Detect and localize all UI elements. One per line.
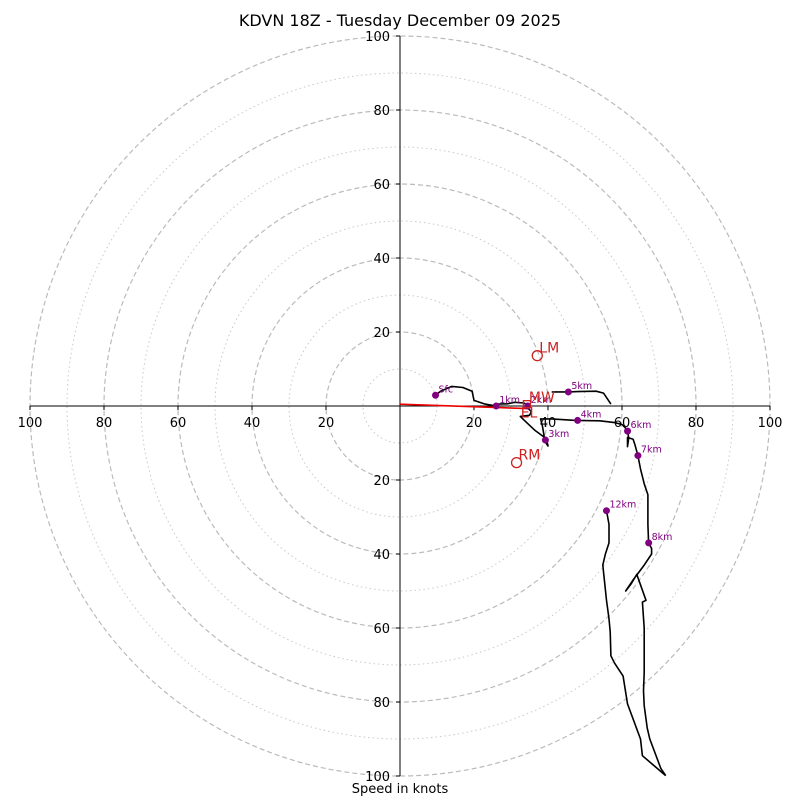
hodograph-trace-top [551,390,612,405]
height-label-3km: 3km [548,429,569,440]
storm-motion-vector [399,403,527,410]
y-tick-label: 40 [373,548,390,563]
height-label-4km: 4km [581,409,602,420]
y-tick-label: 100 [365,30,390,45]
storm-motion-rm-marker [510,456,523,469]
height-marker-4km [574,416,582,424]
x-tick-label: 60 [170,416,187,431]
height-marker-3km [541,436,549,444]
height-label-5km: 5km [571,381,592,392]
height-marker-8km [645,539,653,547]
height-label-2km: 2km [531,395,552,406]
height-label-12km: 12km [609,500,636,511]
x-tick-label: 80 [688,416,705,431]
layer-marker-el: EL [521,405,538,421]
height-marker-sfc [432,391,440,399]
y-tick-label: 60 [373,178,390,193]
y-tick-label: 80 [373,696,390,711]
height-label-1km: 1km [499,395,520,406]
height-label-sfc: Sfc [439,384,454,395]
mean-wind-marker [522,399,532,409]
y-tick-label: 80 [373,104,390,119]
height-marker-6km [624,427,632,435]
hodograph-trace [434,385,667,777]
storm-motion-lm-label: LM [539,341,559,357]
x-tick-label: 100 [758,416,783,431]
x-tick-label: 20 [466,416,483,431]
x-tick-label: 60 [614,416,631,431]
hodograph-trace-upper [601,510,667,777]
y-tick-label: 20 [373,326,390,341]
y-tick-label: 20 [373,474,390,489]
x-tick-label: 80 [96,416,113,431]
storm-motion-rm-label: RM [519,448,541,464]
y-tick-label: 40 [373,252,390,267]
x-tick-label: 40 [244,416,261,431]
x-tick-label: 40 [540,416,557,431]
height-label-7km: 7km [641,445,662,456]
y-tick-label: 100 [365,770,390,785]
chart-title: KDVN 18Z - Tuesday December 09 2025 [238,11,562,30]
x-tick-label: 100 [18,416,43,431]
height-marker-5km [564,388,572,396]
height-marker-7km [634,452,642,460]
mean-wind-label: MW [529,390,555,406]
storm-motion-lm-marker [531,350,543,362]
height-marker-1km [492,402,500,410]
height-label-8km: 8km [652,532,673,543]
x-axis-label: Speed in knots [351,782,449,797]
height-marker-12km [602,507,610,515]
y-tick-label: 60 [373,622,390,637]
height-label-6km: 6km [631,420,652,431]
x-tick-label: 20 [318,416,335,431]
